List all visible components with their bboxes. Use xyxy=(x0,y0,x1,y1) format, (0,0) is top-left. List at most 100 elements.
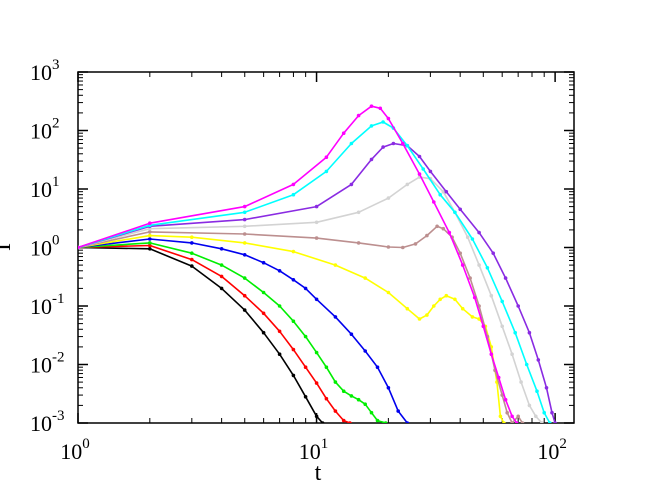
data-point xyxy=(510,421,514,423)
x-tick-label: 101 xyxy=(299,436,329,464)
data-point xyxy=(369,124,374,128)
data-point xyxy=(242,210,247,215)
data-point xyxy=(261,260,266,265)
x-tick-label: 102 xyxy=(537,436,567,464)
y-tick-label: 103 xyxy=(30,57,60,85)
data-point xyxy=(536,358,541,362)
data-point xyxy=(542,410,546,415)
series-line xyxy=(78,234,505,423)
y-tick-exponent: 2 xyxy=(52,116,60,132)
y-tick-label: 101 xyxy=(30,174,60,202)
series-1 xyxy=(78,245,325,423)
x-tick-base: 10 xyxy=(299,439,321,464)
data-point xyxy=(465,235,470,239)
data-point xyxy=(460,306,465,311)
data-point xyxy=(148,243,152,248)
data-point xyxy=(548,421,552,423)
data-point xyxy=(396,409,401,413)
data-point xyxy=(477,263,481,267)
data-point xyxy=(291,347,296,352)
data-point xyxy=(291,373,296,378)
data-point xyxy=(242,217,247,222)
data-point xyxy=(534,414,538,419)
x-tick-exponent: 1 xyxy=(321,436,329,452)
data-point xyxy=(356,241,361,245)
data-point xyxy=(468,276,472,280)
data-point xyxy=(349,332,354,337)
data-point xyxy=(369,157,374,162)
series-line xyxy=(78,246,324,423)
series-10 xyxy=(78,104,519,423)
data-point xyxy=(503,397,508,402)
data-point xyxy=(314,350,319,355)
y-tick-exponent: 0 xyxy=(52,233,60,249)
data-point xyxy=(148,230,152,234)
data-point xyxy=(291,249,296,254)
series-line xyxy=(78,225,524,423)
data-point xyxy=(291,278,296,282)
x-tick-exponent: 0 xyxy=(82,436,90,452)
x-tick-label: 100 xyxy=(60,436,90,464)
data-point xyxy=(500,299,505,304)
data-point xyxy=(190,235,194,239)
data-point xyxy=(375,365,380,370)
data-point xyxy=(303,286,308,291)
series-line xyxy=(78,142,556,423)
data-point xyxy=(470,237,475,241)
data-point xyxy=(242,308,247,312)
data-point xyxy=(391,141,396,146)
data-point xyxy=(219,263,224,267)
data-point xyxy=(485,266,490,270)
series-5 xyxy=(78,233,506,423)
data-point xyxy=(261,290,266,295)
data-point xyxy=(516,414,520,419)
data-point xyxy=(421,167,426,171)
data-point xyxy=(369,410,374,415)
x-tick-base: 10 xyxy=(60,439,82,464)
y-tick-exponent: 1 xyxy=(52,174,60,190)
data-point xyxy=(303,365,308,370)
data-point xyxy=(498,414,503,419)
y-tick-base: 10 xyxy=(30,119,52,144)
data-point xyxy=(470,315,475,319)
data-point xyxy=(378,106,383,111)
data-point xyxy=(356,113,361,118)
data-point xyxy=(460,263,465,267)
y-tick-base: 10 xyxy=(30,294,52,319)
data-point xyxy=(349,394,354,398)
data-point xyxy=(535,389,539,394)
y-tick-base: 10 xyxy=(30,60,52,85)
data-point xyxy=(242,224,247,229)
data-point xyxy=(314,204,319,209)
data-point xyxy=(444,293,449,298)
data-point xyxy=(314,220,319,225)
data-point xyxy=(401,245,405,250)
data-point xyxy=(381,145,385,149)
data-point xyxy=(356,397,361,402)
data-point xyxy=(148,241,152,245)
data-point xyxy=(349,182,354,187)
series-7 xyxy=(78,175,544,423)
data-point xyxy=(453,210,457,215)
data-point xyxy=(514,421,519,423)
data-point xyxy=(435,224,439,229)
y-tick-base: 10 xyxy=(30,177,52,202)
x-axis-label: t xyxy=(315,460,322,486)
data-point xyxy=(386,245,391,249)
y-tick-exponent: -1 xyxy=(52,291,65,307)
data-point xyxy=(417,172,422,176)
data-point xyxy=(405,143,410,148)
data-point xyxy=(472,295,477,300)
y-tick-label: 10-2 xyxy=(30,350,65,378)
data-point xyxy=(324,365,329,370)
data-point xyxy=(477,317,481,321)
data-point xyxy=(489,293,494,298)
data-point xyxy=(333,409,338,413)
data-point xyxy=(458,251,463,255)
data-point xyxy=(242,204,247,209)
series-layer xyxy=(78,104,557,423)
data-point xyxy=(369,104,374,108)
data-point xyxy=(417,317,422,321)
data-point xyxy=(148,247,152,251)
